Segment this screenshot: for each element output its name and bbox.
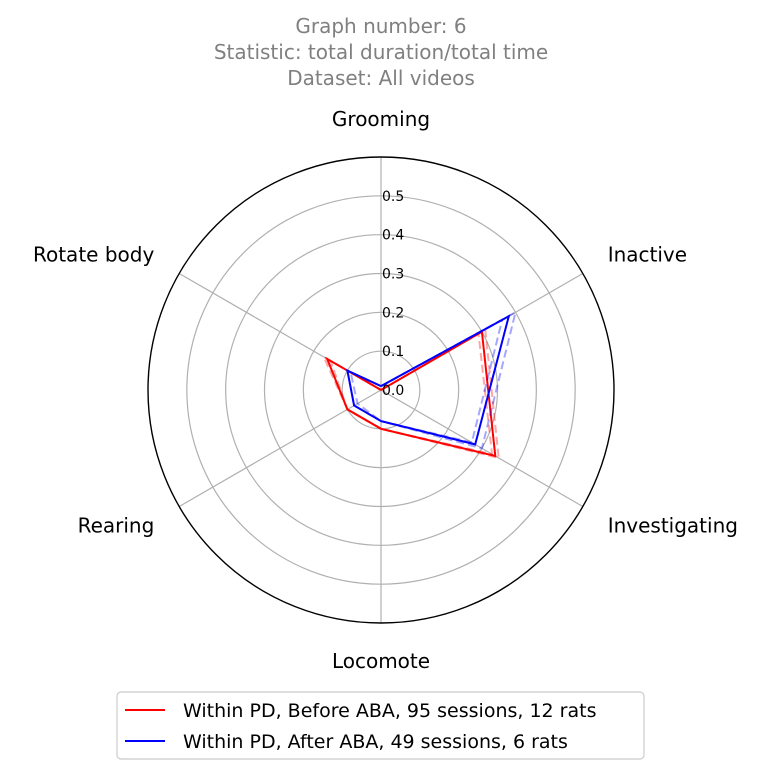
legend-entry: Within PD, After ABA, 49 sessions, 6 rat… <box>183 731 568 753</box>
axis-labels: Grooming Inactive Investigating Locomote Rea… <box>33 107 738 673</box>
outer-frame <box>147 156 615 624</box>
spoke-line <box>380 389 584 508</box>
series-1 <box>346 310 518 450</box>
radar-series <box>321 310 518 460</box>
series-line <box>346 314 511 446</box>
radial-tick-label: 0.4 <box>382 228 404 244</box>
title-line-1: Graph number: 6 <box>295 14 466 38</box>
radial-tick-labels: 0.0 0.1 0.2 0.3 0.4 0.5 <box>382 189 404 399</box>
spoke-line <box>178 389 382 508</box>
axis-label: Locomote <box>332 649 430 673</box>
axis-label: Investigating <box>608 514 738 538</box>
title-line-2: Statistic: total duration/total time <box>214 40 548 64</box>
axis-label: Rearing <box>78 514 155 538</box>
radial-tick-label: 0.5 <box>382 189 404 205</box>
chart-title: Graph number: 6 Statistic: total duratio… <box>214 14 548 90</box>
radial-tick-label: 0.2 <box>382 305 404 321</box>
axis-label: Grooming <box>332 107 430 131</box>
title-line-3: Dataset: All videos <box>287 66 475 90</box>
series-band-line <box>321 328 500 460</box>
radar-grid <box>147 156 615 624</box>
radial-tick-label: 0.3 <box>382 267 404 283</box>
axis-label: Inactive <box>608 243 687 267</box>
legend-box <box>116 691 645 760</box>
legend-entry: Within PD, Before ABA, 95 sessions, 12 r… <box>183 700 596 722</box>
axis-label: Rotate body <box>33 243 154 267</box>
series-0 <box>321 328 500 460</box>
radial-tick-label: 0.0 <box>382 383 404 399</box>
legend: Within PD, Before ABA, 95 sessions, 12 r… <box>116 691 645 760</box>
radial-tick-label: 0.1 <box>382 344 404 360</box>
